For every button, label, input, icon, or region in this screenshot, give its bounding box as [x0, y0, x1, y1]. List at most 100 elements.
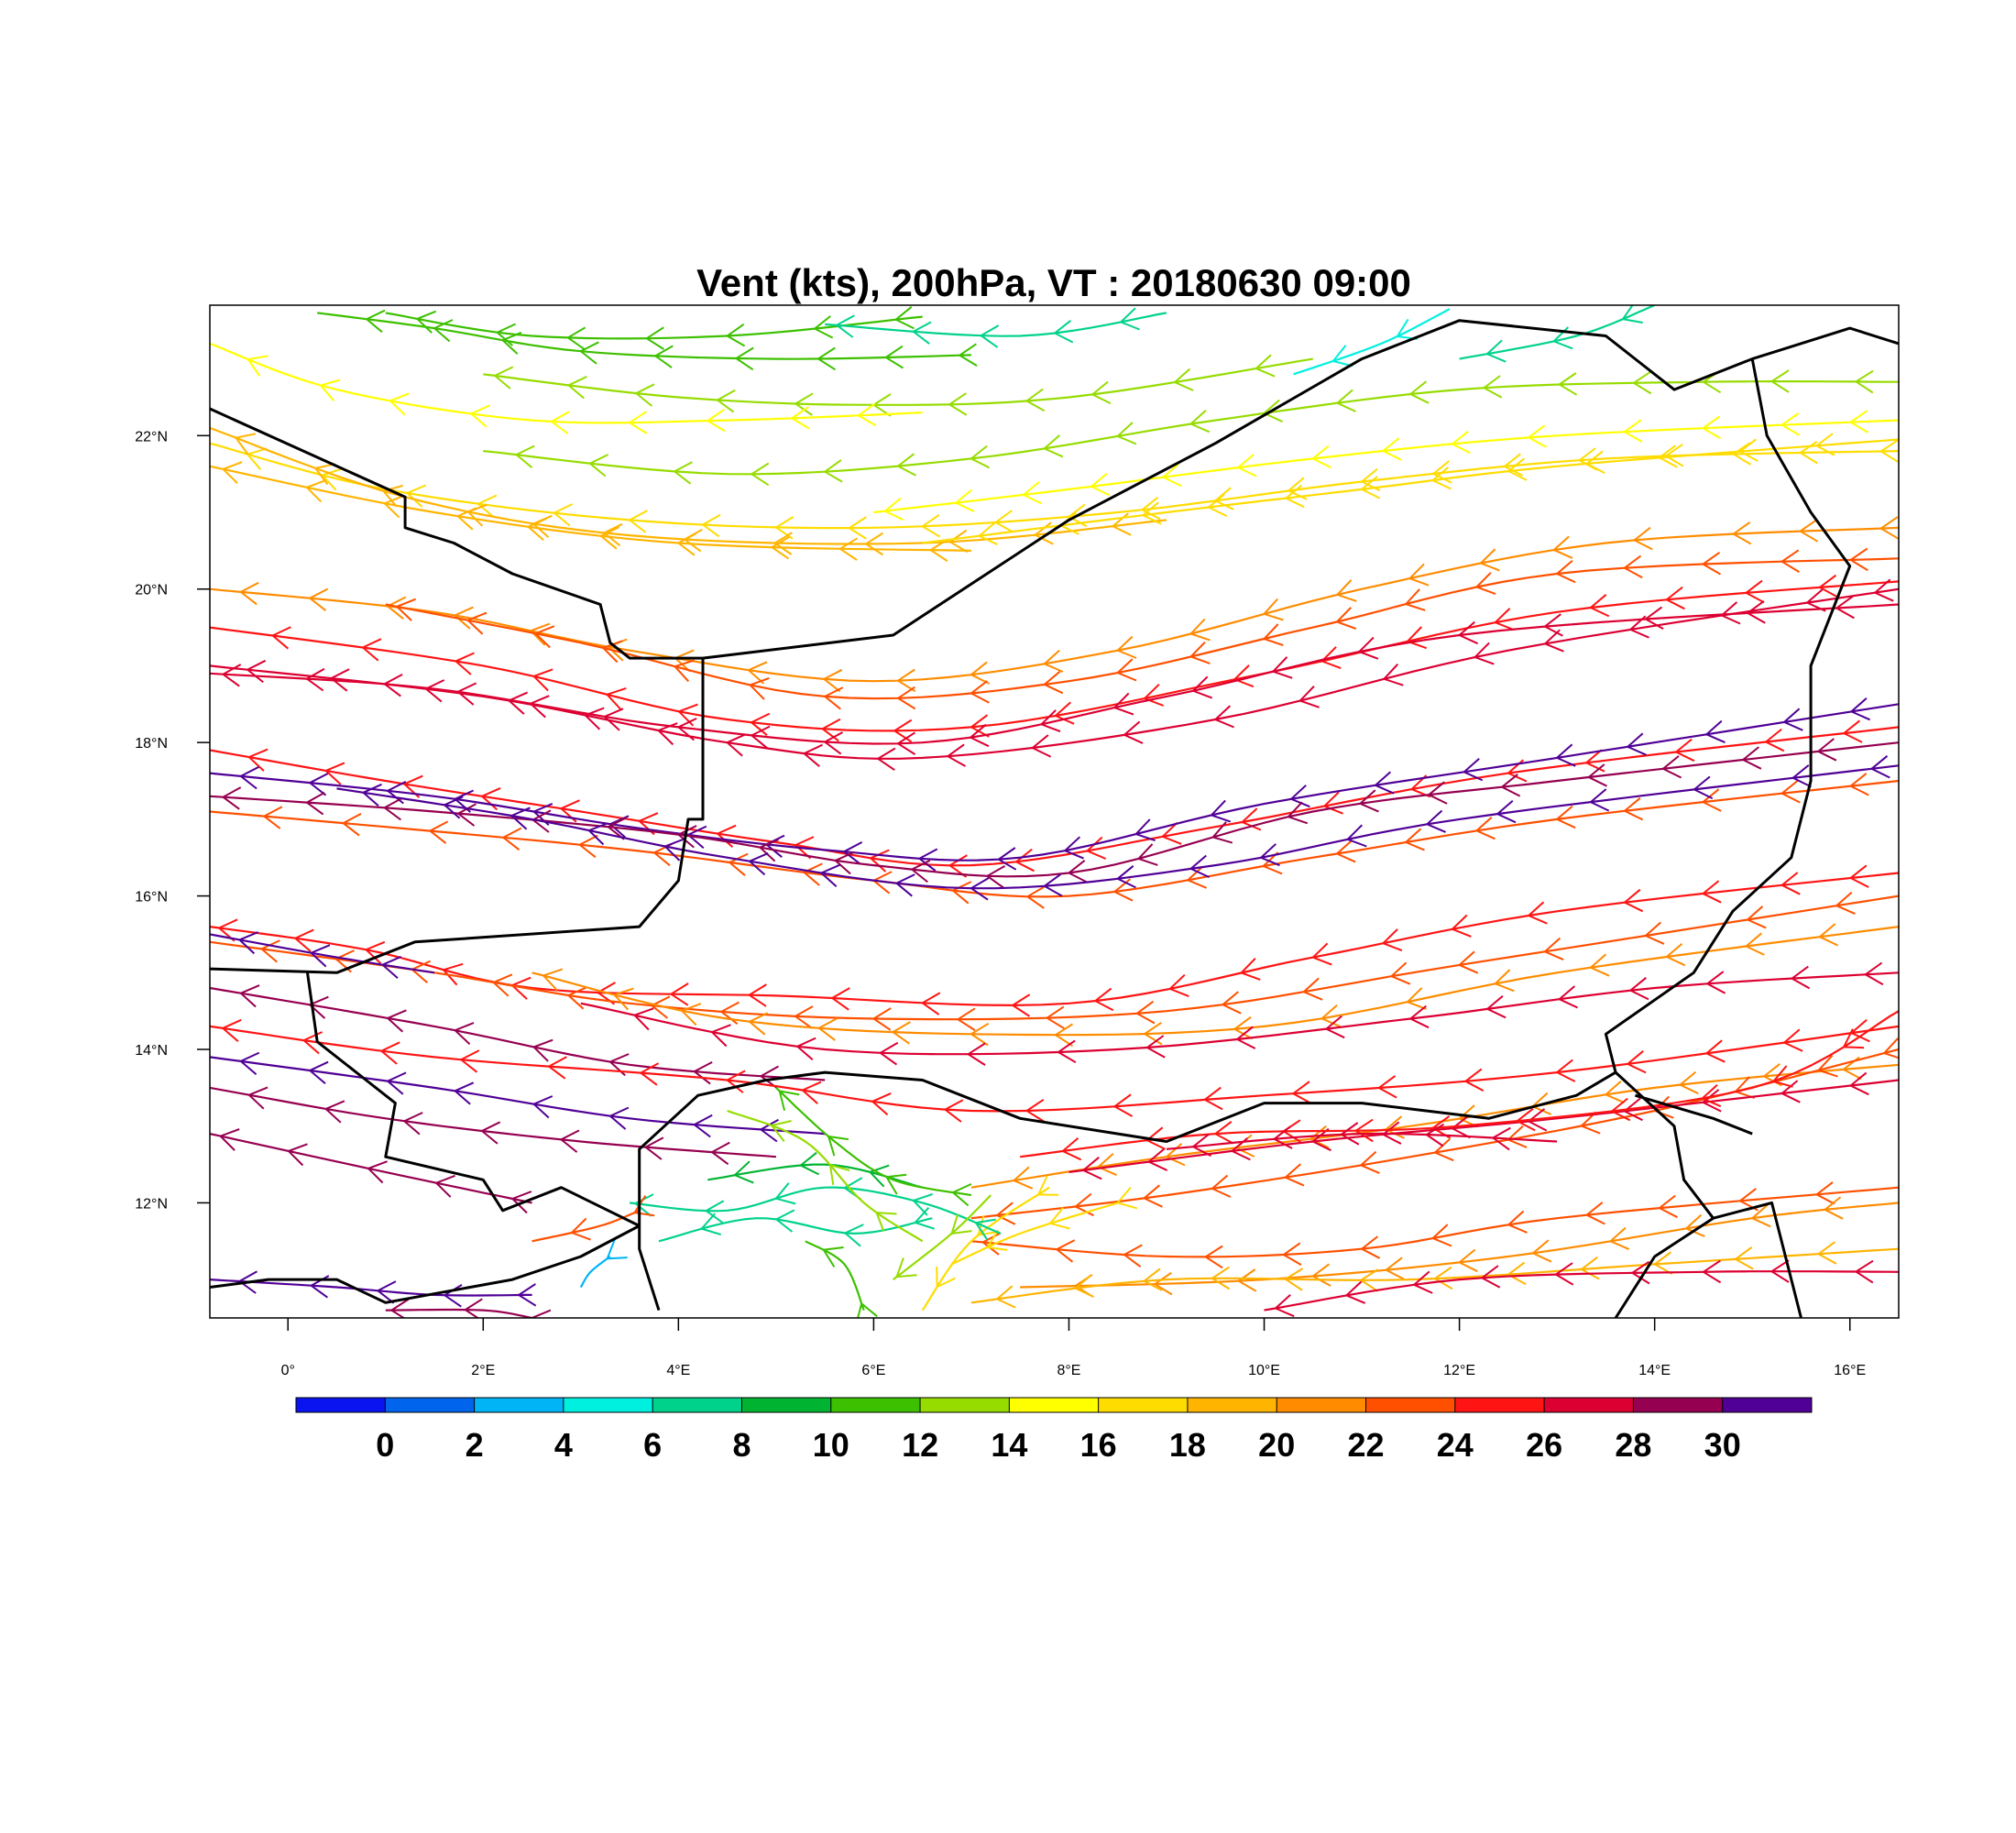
- colorbar-swatch: [1276, 1398, 1367, 1412]
- wind-chevron: [238, 765, 259, 790]
- wind-chevron: [1527, 1108, 1548, 1132]
- wind-chevron: [531, 668, 553, 692]
- wind-chevron: [1382, 664, 1404, 686]
- wind-chevron: [517, 1283, 537, 1307]
- wind-chevron: [920, 992, 941, 1015]
- x-tick-label: 2°E: [471, 1363, 495, 1378]
- wind-chevron: [1816, 1054, 1838, 1078]
- y-tick-label: 22°N: [135, 429, 168, 445]
- wind-chevron: [1848, 410, 1869, 434]
- wind-chevron: [1644, 606, 1664, 630]
- wind-chevron: [1769, 1259, 1790, 1283]
- wind-chevron: [748, 1012, 769, 1036]
- wind-chevron: [605, 686, 627, 710]
- wind-chevron: [869, 849, 890, 873]
- wind-chevron: [247, 1086, 268, 1110]
- wind-chevron: [1791, 764, 1812, 788]
- wind-chevron: [1623, 888, 1644, 913]
- wind-chevron: [770, 1120, 792, 1143]
- streamline: [805, 1240, 878, 1318]
- wind-chevron: [1360, 476, 1381, 499]
- wind-chevron: [608, 1106, 630, 1130]
- wind-chevron: [1427, 781, 1448, 805]
- wind-chevron: [361, 638, 382, 662]
- wind-chevron: [602, 708, 624, 731]
- wind-chevron: [1746, 906, 1767, 929]
- wind-chevron: [1140, 496, 1161, 521]
- wind-chevron: [1780, 780, 1801, 804]
- y-tick-label: 18°N: [135, 736, 168, 752]
- colorbar-swatch: [385, 1398, 476, 1412]
- colorbar-label: 8: [732, 1426, 751, 1464]
- colorbar-label: 24: [1437, 1426, 1474, 1464]
- streamline: [970, 1181, 1899, 1269]
- wind-chevron: [1145, 1035, 1166, 1059]
- streamline: [210, 516, 1899, 693]
- wind-chevron: [237, 931, 259, 955]
- wind-chevron: [794, 1005, 814, 1029]
- wind-chevron: [405, 484, 427, 508]
- wind-chevron: [1632, 526, 1653, 551]
- wind-chevron: [382, 674, 403, 697]
- wind-chevron: [835, 314, 855, 338]
- wind-chevron: [1136, 843, 1158, 866]
- wind-chevron: [1610, 1097, 1631, 1122]
- wind-chevron: [1848, 1071, 1869, 1096]
- wind-chevron: [1115, 658, 1137, 682]
- wind-chevron: [566, 375, 587, 400]
- wind-chevron: [1173, 368, 1194, 391]
- streamline: [210, 342, 923, 434]
- wind-chevron: [1262, 623, 1284, 647]
- wind-chevron: [728, 852, 749, 876]
- wind-chevron: [1042, 670, 1064, 695]
- wind-chevron: [259, 939, 280, 963]
- wind-chevron: [1054, 1023, 1074, 1048]
- colorbar-swatch: [741, 1398, 832, 1412]
- wind-chevron: [1272, 1125, 1293, 1149]
- wind-chevron: [1630, 1260, 1650, 1285]
- wind-chevron: [1586, 763, 1607, 787]
- country-border: [1634, 1093, 1753, 1136]
- wind-chevron: [828, 1163, 850, 1185]
- wind-chevron: [663, 838, 685, 862]
- wind-chevron: [1284, 484, 1305, 509]
- wind-chevron: [491, 973, 513, 997]
- wind-chevron: [639, 1062, 660, 1086]
- wind-chevron: [1057, 1039, 1077, 1064]
- country-borders: [210, 319, 1899, 1318]
- wind-chevron: [701, 513, 721, 538]
- wind-chevron: [382, 796, 403, 821]
- wind-chevron: [1780, 1080, 1801, 1103]
- wind-chevron: [428, 820, 449, 844]
- wind-chevron: [747, 983, 767, 1007]
- wind-chevron: [1780, 412, 1801, 436]
- wind-chevron: [669, 982, 689, 1006]
- colorbar-swatch: [1187, 1398, 1277, 1412]
- wind-chevron: [1042, 649, 1064, 673]
- wind-chevron: [1608, 1226, 1630, 1251]
- wind-chevron: [1143, 683, 1165, 707]
- wind-chevron: [221, 461, 243, 485]
- wind-chevron: [692, 1114, 713, 1138]
- wind-chevron: [759, 1065, 779, 1090]
- wind-chevron: [329, 668, 350, 692]
- y-tick-label: 14°N: [135, 1043, 168, 1059]
- wind-chevron: [1482, 375, 1503, 399]
- wind-chevron: [871, 1007, 892, 1031]
- wind-chevron: [238, 1051, 260, 1075]
- wind-chevron: [1551, 535, 1573, 559]
- wind-chevron: [958, 343, 978, 367]
- wind-chevron: [920, 513, 941, 538]
- wind-chevron: [1213, 705, 1234, 729]
- wind-chevron: [1879, 439, 1899, 463]
- wind-chevron: [1462, 758, 1484, 782]
- wind-chevron: [531, 1095, 553, 1119]
- wind-chevron: [1678, 1070, 1699, 1095]
- wind-chevron: [704, 1200, 725, 1224]
- wind-chevron: [710, 1141, 730, 1166]
- wind-chevron: [1664, 942, 1686, 967]
- wind-chevron: [1320, 1004, 1342, 1028]
- wind-chevron: [1298, 686, 1320, 708]
- wind-chevron: [1160, 821, 1182, 845]
- wind-chevron: [495, 323, 517, 346]
